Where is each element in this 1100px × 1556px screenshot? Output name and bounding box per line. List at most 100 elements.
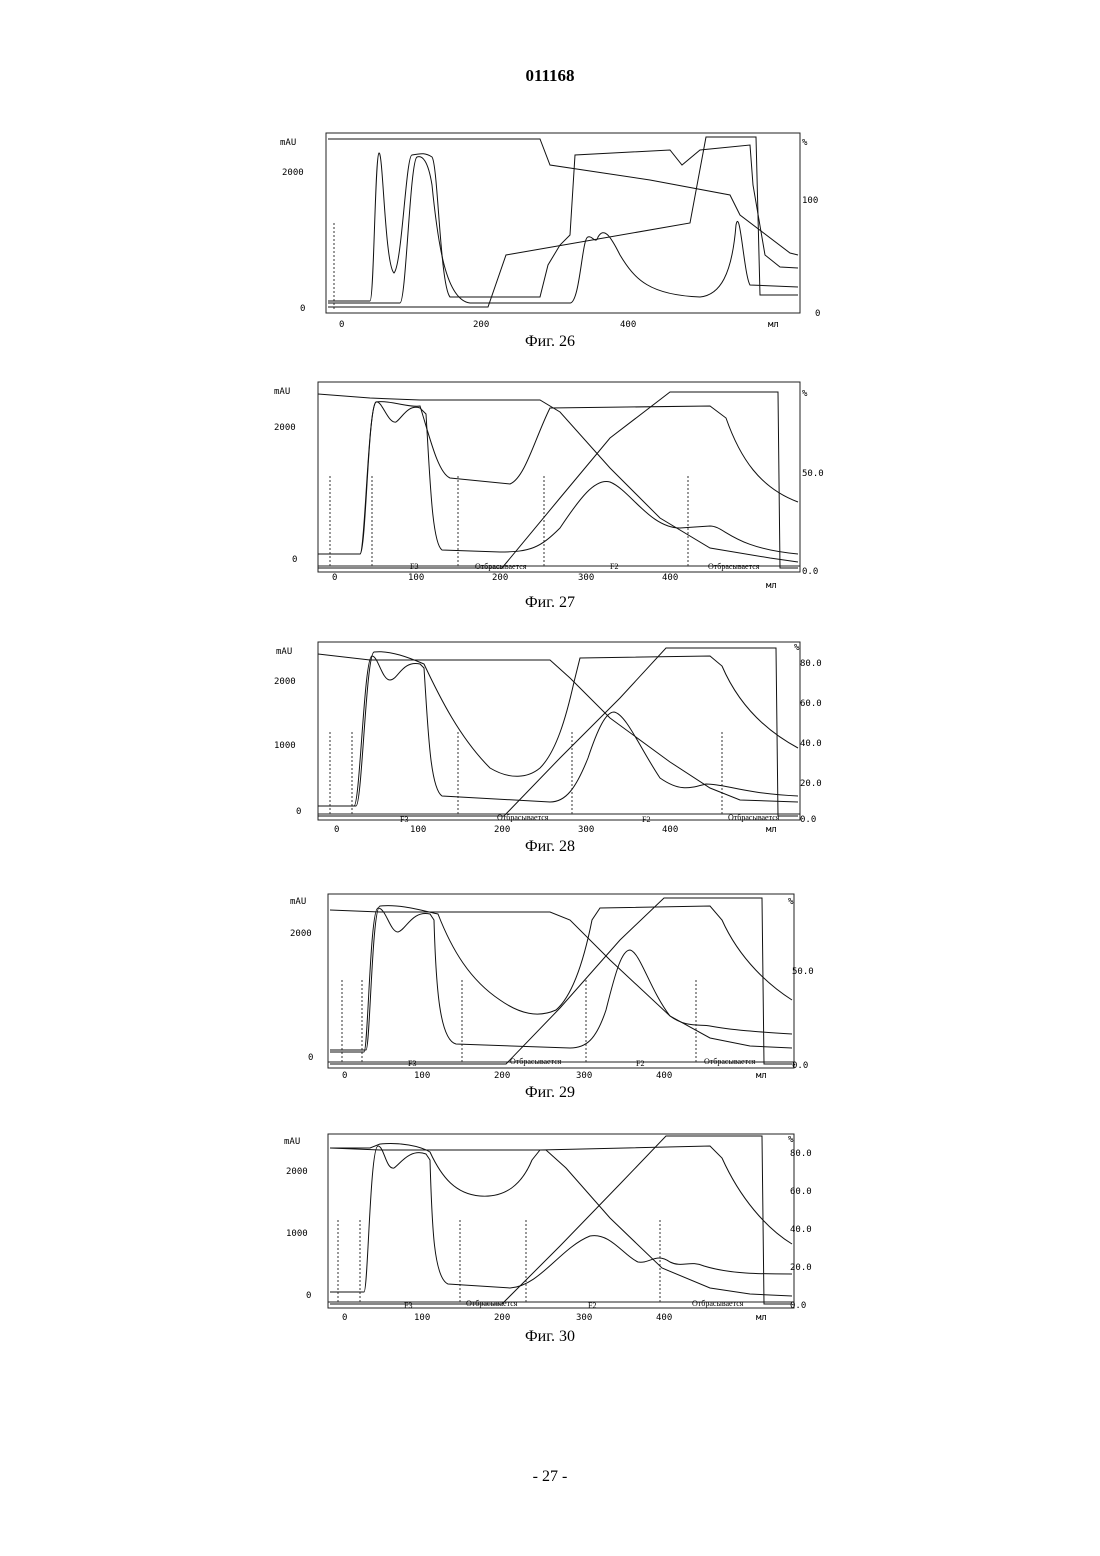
page-number: - 27 - <box>0 1468 1100 1486</box>
y-tick-1000: 1000 <box>286 1229 308 1239</box>
gradient-trace <box>318 654 798 802</box>
x-tick-100: 100 <box>410 825 426 835</box>
uv-trace-2 <box>318 402 798 554</box>
x-tick-400: 400 <box>662 573 678 583</box>
y-units-label: mAU <box>274 387 290 397</box>
uv-trace-1 <box>328 145 798 301</box>
figure-caption: Фиг. 29 <box>270 1084 830 1102</box>
conductivity-trace <box>330 1136 792 1304</box>
figure-27: mAU % 2000 0 50.0 0.0 0 100 200 300 400 … <box>270 378 830 618</box>
x-tick-0: 0 <box>342 1313 347 1323</box>
y-right-tick-100: 100 <box>802 196 818 206</box>
y-right-tick-80: 80.0 <box>790 1149 812 1159</box>
figure-caption: Фиг. 27 <box>270 594 830 612</box>
y-tick-2000: 2000 <box>274 677 296 687</box>
y-tick-2000: 2000 <box>290 929 312 939</box>
y-right-tick-40: 40.0 <box>790 1225 812 1235</box>
y-tick-0: 0 <box>296 807 301 817</box>
y-tick-0: 0 <box>306 1291 311 1301</box>
chromatogram-30: mAU % 2000 1000 0 80.0 60.0 40.0 20.0 0.… <box>270 1128 830 1324</box>
y-right-tick-0: 0.0 <box>792 1061 808 1071</box>
x-tick-300: 300 <box>576 1071 592 1081</box>
segment-label-discard-2: Отбрасывается <box>704 1057 756 1066</box>
segment-label-f2: F2 <box>636 1059 644 1068</box>
x-tick-400: 400 <box>656 1071 672 1081</box>
chromatogram-27: mAU % 2000 0 50.0 0.0 0 100 200 300 400 … <box>270 378 830 590</box>
y-right-units-label: % <box>794 643 800 653</box>
x-tick-400: 400 <box>662 825 678 835</box>
gradient-trace <box>330 1148 792 1296</box>
x-units-label: мл <box>768 320 779 330</box>
figure-26: mAU % 2000 0 100 0 0 200 400 мл Фиг. 26 <box>270 125 830 355</box>
x-units-label: мл <box>756 1071 767 1081</box>
uv-trace-2 <box>330 1146 792 1292</box>
document-number: 011168 <box>0 66 1100 86</box>
conductivity-trace <box>318 648 798 816</box>
conductivity-trace <box>330 898 792 1064</box>
segment-label-discard-2: Отбрасывается <box>728 813 780 822</box>
y-right-tick-80: 80.0 <box>800 659 822 669</box>
x-tick-100: 100 <box>414 1071 430 1081</box>
figure-28: mAU % 2000 1000 0 80.0 60.0 40.0 20.0 0.… <box>270 638 830 862</box>
segment-label-discard-2: Отбрасывается <box>708 562 760 571</box>
y-right-tick-0: 0 <box>815 309 820 319</box>
gradient-trace <box>328 139 798 255</box>
plot-frame <box>328 1134 794 1308</box>
figure-caption: Фиг. 30 <box>270 1328 830 1346</box>
gradient-trace <box>330 910 792 1048</box>
x-tick-200: 200 <box>494 1071 510 1081</box>
chromatogram-28: mAU % 2000 1000 0 80.0 60.0 40.0 20.0 0.… <box>270 638 830 834</box>
y-right-units-label: % <box>802 389 808 399</box>
uv-trace-2 <box>318 656 798 806</box>
x-tick-0: 0 <box>342 1071 347 1081</box>
segment-label-discard-1: Отбрасывается <box>475 562 527 571</box>
figure-caption: Фиг. 28 <box>270 838 830 856</box>
x-tick-0: 0 <box>339 320 344 330</box>
y-tick-0: 0 <box>292 555 297 565</box>
y-right-tick-0: 0.0 <box>802 567 818 577</box>
y-tick-1000: 1000 <box>274 741 296 751</box>
chromatogram-29: mAU % 2000 0 50.0 0.0 0 100 200 300 400 … <box>270 890 830 1082</box>
x-tick-200: 200 <box>494 1313 510 1323</box>
x-tick-100: 100 <box>414 1313 430 1323</box>
y-tick-2000: 2000 <box>286 1167 308 1177</box>
y-right-tick-20: 20.0 <box>800 779 822 789</box>
y-right-tick-60: 60.0 <box>800 699 822 709</box>
uv-trace-1 <box>318 652 798 806</box>
y-units-label: mAU <box>290 897 306 907</box>
y-right-tick-0: 0.0 <box>800 815 816 825</box>
y-right-tick-60: 60.0 <box>790 1187 812 1197</box>
figure-caption: Фиг. 26 <box>270 333 830 351</box>
x-tick-100: 100 <box>408 573 424 583</box>
segment-label-f2: F2 <box>588 1301 596 1310</box>
segment-label-f3: F3 <box>404 1301 412 1310</box>
conductivity-trace <box>328 137 798 307</box>
chromatogram-26: mAU % 2000 0 100 0 0 200 400 мл <box>270 125 830 325</box>
y-tick-2000: 2000 <box>282 168 304 178</box>
x-tick-200: 200 <box>492 573 508 583</box>
x-tick-400: 400 <box>656 1313 672 1323</box>
uv-trace-1 <box>318 402 798 554</box>
y-right-tick-0: 0.0 <box>790 1301 806 1311</box>
x-units-label: мл <box>766 581 777 591</box>
segment-label-f2: F2 <box>610 562 618 571</box>
y-right-tick-50: 50.0 <box>792 967 814 977</box>
x-tick-300: 300 <box>576 1313 592 1323</box>
uv-trace-2 <box>330 908 792 1052</box>
uv-trace-2 <box>328 157 798 303</box>
x-tick-400: 400 <box>620 320 636 330</box>
y-tick-0: 0 <box>300 304 305 314</box>
y-right-units-label: % <box>788 897 794 907</box>
x-tick-200: 200 <box>494 825 510 835</box>
segment-label-f3: F3 <box>410 562 418 571</box>
y-units-label: mAU <box>276 647 292 657</box>
y-right-units-label: % <box>788 1135 794 1145</box>
y-right-tick-20: 20.0 <box>790 1263 812 1273</box>
x-tick-300: 300 <box>578 573 594 583</box>
plot-frame <box>318 382 800 572</box>
y-units-label: mAU <box>284 1137 300 1147</box>
y-right-tick-40: 40.0 <box>800 739 822 749</box>
y-tick-2000: 2000 <box>274 423 296 433</box>
segment-label-discard-2: Отбрасывается <box>692 1299 744 1308</box>
segment-label-f2: F2 <box>642 815 650 824</box>
